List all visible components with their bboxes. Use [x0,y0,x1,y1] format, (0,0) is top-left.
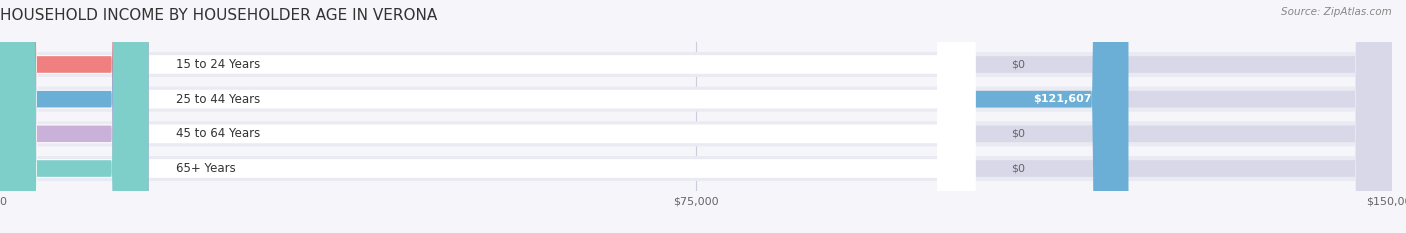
FancyBboxPatch shape [0,0,974,233]
Text: HOUSEHOLD INCOME BY HOUSEHOLDER AGE IN VERONA: HOUSEHOLD INCOME BY HOUSEHOLDER AGE IN V… [0,7,437,23]
Text: Source: ZipAtlas.com: Source: ZipAtlas.com [1281,7,1392,17]
FancyBboxPatch shape [0,0,974,233]
Text: 15 to 24 Years: 15 to 24 Years [176,58,260,71]
FancyBboxPatch shape [0,0,974,233]
Text: $121,607: $121,607 [1033,94,1091,104]
FancyBboxPatch shape [0,0,974,233]
Text: $0: $0 [1011,59,1025,69]
Text: $0: $0 [1011,164,1025,174]
Text: 65+ Years: 65+ Years [176,162,236,175]
FancyBboxPatch shape [0,0,149,233]
Text: $0: $0 [1011,129,1025,139]
Text: 45 to 64 Years: 45 to 64 Years [176,127,260,140]
Text: 25 to 44 Years: 25 to 44 Years [176,93,260,106]
FancyBboxPatch shape [0,0,149,233]
FancyBboxPatch shape [0,0,149,233]
FancyBboxPatch shape [0,0,1129,233]
FancyBboxPatch shape [0,0,149,233]
